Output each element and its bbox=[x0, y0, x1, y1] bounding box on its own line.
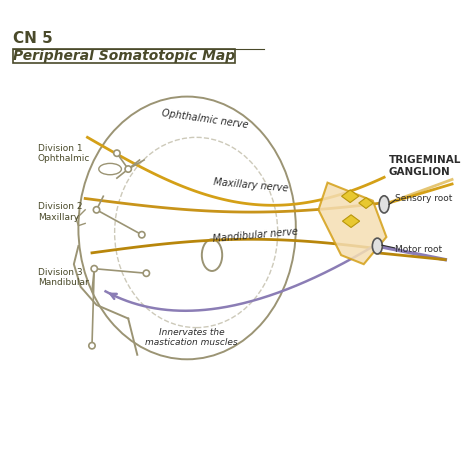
Polygon shape bbox=[342, 190, 359, 202]
Circle shape bbox=[125, 166, 131, 172]
Text: Division 2
Maxillary: Division 2 Maxillary bbox=[37, 202, 82, 222]
Circle shape bbox=[93, 207, 100, 213]
Polygon shape bbox=[359, 198, 373, 209]
Circle shape bbox=[89, 343, 95, 349]
Text: TRIGEMINAL
GANGLION: TRIGEMINAL GANGLION bbox=[389, 155, 461, 177]
Text: Peripheral Somatotopic Map: Peripheral Somatotopic Map bbox=[13, 49, 235, 63]
Circle shape bbox=[143, 270, 149, 276]
Text: Sensory root: Sensory root bbox=[395, 194, 453, 203]
Polygon shape bbox=[342, 215, 360, 228]
Ellipse shape bbox=[373, 238, 383, 254]
Text: Mandibular nerve: Mandibular nerve bbox=[212, 227, 298, 244]
Text: Innervates the
mastication muscles: Innervates the mastication muscles bbox=[146, 328, 238, 347]
Circle shape bbox=[114, 150, 120, 156]
Text: Division 3
Mandibular: Division 3 Mandibular bbox=[37, 268, 88, 287]
Circle shape bbox=[138, 232, 145, 238]
Circle shape bbox=[91, 265, 98, 272]
Text: CN 5: CN 5 bbox=[13, 31, 53, 46]
Polygon shape bbox=[319, 182, 386, 264]
Text: Motor root: Motor root bbox=[395, 245, 443, 254]
Text: Maxillary nerve: Maxillary nerve bbox=[213, 177, 288, 194]
Ellipse shape bbox=[379, 196, 389, 213]
Text: Ophthalmic nerve: Ophthalmic nerve bbox=[161, 109, 249, 130]
Text: Division 1
Ophthalmic: Division 1 Ophthalmic bbox=[37, 144, 90, 163]
